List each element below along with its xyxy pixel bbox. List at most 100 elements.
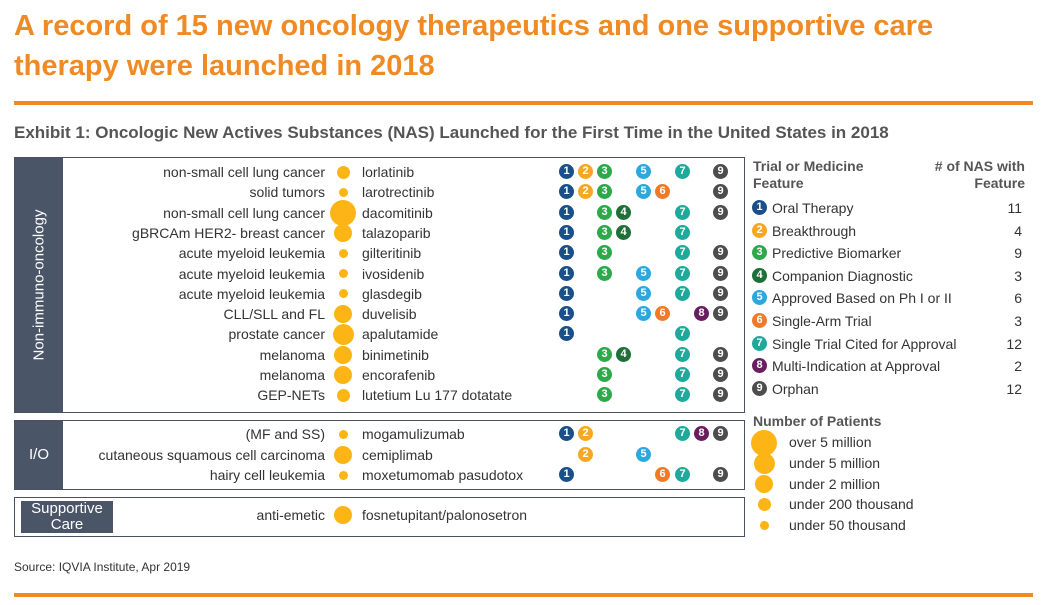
patient-legend-item: under 2 million: [752, 474, 1022, 495]
indication-label: melanoma: [259, 346, 325, 363]
patient-dot: [338, 470, 348, 480]
feature-badge: 1: [559, 265, 574, 281]
feature-badge: 7: [675, 164, 690, 179]
legend-label: Single-Arm Trial: [772, 313, 872, 329]
patient-dot: [334, 223, 352, 242]
feature-badge: 1: [559, 164, 574, 179]
feature-badge: 1: [559, 306, 574, 322]
feature-badge: 8: [694, 306, 709, 322]
patient-legend-item: under 200 thousand: [752, 494, 1022, 515]
group-label-text: Supportive Care: [31, 500, 103, 533]
drug-name: talazoparib: [362, 224, 431, 241]
table-row: acute myeloid leukemia ivosidenib 1 3 5 7 9: [0, 264, 1048, 284]
patient-legend-label: over 5 million: [789, 434, 872, 450]
indication-label: non-small cell lung cancer: [163, 164, 325, 180]
feature-badge: 7: [675, 204, 690, 220]
table-row: acute myeloid leukemia gilteritinib 1 3 7 9: [0, 243, 1048, 263]
table-row: CLL/SLL and FL duvelisib 1 5 6 8 9: [0, 304, 1048, 324]
feature-badge: 3: [597, 184, 612, 200]
feature-badge: 3: [597, 245, 612, 261]
feature-badge: 3: [752, 245, 767, 261]
patient-dot: [338, 187, 348, 197]
drug-name: lutetium Lu 177 dotatate: [362, 387, 513, 404]
feature-badge: 1: [559, 467, 574, 482]
feature-badge: 7: [675, 285, 690, 301]
patient-legend-item: under 5 million: [752, 452, 1022, 474]
patient-dot: [757, 498, 771, 512]
source-note: Source: IQVIA Institute, Apr 2019: [14, 560, 191, 574]
table-row: hairy cell leukemia moxetumomab pasudotox…: [0, 465, 1048, 485]
legend-count: 12: [1006, 335, 1022, 352]
feature-badge: 2: [578, 164, 593, 179]
indication-label: GEP-NETs: [257, 387, 325, 404]
feature-badge: 5: [636, 184, 651, 200]
legend-label: Approved Based on Ph I or II: [772, 290, 952, 307]
drug-name: ivosidenib: [362, 265, 425, 282]
patient-legend-label: under 5 million: [789, 454, 881, 471]
legend-count: 9: [1014, 245, 1022, 262]
legend-label: Single Trial Cited for Approval: [772, 335, 957, 352]
table-row: anti-emetic fosnetupitant/palonosetron: [0, 505, 1048, 525]
group-label: I/O: [15, 421, 63, 489]
feature-badge: 7: [675, 367, 690, 382]
feature-badge: 3: [597, 265, 612, 281]
legend-item: 3 Predictive Biomarker 9: [752, 243, 1022, 263]
feature-badge: 9: [713, 387, 728, 403]
feature-badge: 7: [675, 426, 690, 441]
feature-badge: 7: [675, 467, 690, 482]
indication-label: hairy cell leukemia: [209, 467, 325, 483]
feature-badge: 7: [675, 265, 690, 281]
patients-header: Number of Patients: [753, 413, 882, 429]
legend-label: Predictive Biomarker: [772, 245, 902, 262]
legend-count: 3: [1014, 267, 1022, 284]
feature-badge: 5: [636, 285, 651, 301]
feature-badge: 3: [597, 367, 612, 382]
patient-dot: [338, 269, 348, 278]
feature-badge: 9: [713, 367, 728, 382]
feature-badge: 9: [713, 346, 728, 362]
legend-label: Companion Diagnostic: [772, 267, 913, 284]
patient-dot: [334, 366, 352, 384]
feature-badge: 1: [559, 426, 574, 441]
feature-badge: 3: [597, 164, 612, 179]
indication-label: gBRCAm HER2- breast cancer: [132, 224, 325, 241]
feature-badge: 3: [597, 204, 612, 220]
indication-label: acute myeloid leukemia: [178, 265, 325, 282]
table-row: prostate cancer apalutamide 1 7: [0, 323, 1048, 345]
feature-badge: 1: [559, 204, 574, 220]
feature-badge: 3: [597, 346, 612, 362]
patient-dot: [334, 305, 352, 324]
legend-count: 4: [1014, 222, 1022, 239]
group-panel: Non-immuno-oncology: [14, 157, 745, 413]
indication-label: anti-emetic: [256, 507, 325, 523]
feature-badge: 9: [713, 184, 728, 200]
table-row: melanoma encorafenib 3 7 9: [0, 365, 1048, 385]
feature-badge: 1: [559, 285, 574, 301]
drug-name: dacomitinib: [362, 204, 433, 221]
legend-item: 9 Orphan 12: [752, 379, 1022, 399]
feature-badge: 2: [578, 184, 593, 200]
table-row: non-small cell lung cancer lorlatinib 1 2 3 5…: [0, 162, 1048, 182]
patient-dot: [334, 506, 352, 524]
group-label: Supportive Care: [21, 501, 113, 533]
patient-dot: [334, 445, 352, 464]
drug-name: binimetinib: [362, 346, 429, 363]
legend-item: 5 Approved Based on Ph I or II 6: [752, 288, 1022, 308]
legend-label: Oral Therapy: [772, 200, 854, 216]
patient-dot: [755, 475, 773, 494]
feature-badge: 9: [713, 285, 728, 301]
patient-dot: [338, 289, 348, 299]
indication-label: melanoma: [259, 367, 325, 383]
legend-count: 2: [1014, 358, 1022, 375]
feature-badge: 7: [675, 245, 690, 261]
patient-dot: [332, 323, 354, 345]
legend-count: 3: [1014, 313, 1022, 329]
patient-legend-label: under 50 thousand: [789, 517, 906, 534]
feature-badge: 4: [752, 267, 767, 283]
table-row: (MF and SS) mogamulizumab 1 2 7 8 9: [0, 424, 1048, 444]
indication-label: (MF and SS): [245, 426, 325, 442]
feature-badge: 1: [752, 200, 767, 215]
feature-badge: 1: [559, 326, 574, 342]
patient-dot: [753, 452, 775, 474]
feature-badge: 1: [559, 184, 574, 200]
